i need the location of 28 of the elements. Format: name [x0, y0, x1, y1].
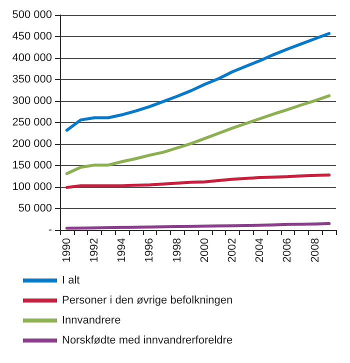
x-tick-label: 1994	[116, 238, 128, 262]
x-tick-label: 1998	[171, 238, 184, 262]
y-tick-label: 150 000	[12, 160, 52, 172]
x-tick-label: 2000	[198, 238, 211, 262]
line-series	[65, 173, 331, 189]
y-tick-label: 300 000	[12, 95, 52, 107]
y-tick-label: 50 000	[18, 202, 52, 214]
x-tick-label: 1992	[88, 238, 100, 262]
y-tick-label: 100 000	[12, 181, 52, 193]
line-series	[65, 32, 331, 132]
legend-label: Norskfødte med innvandrerforeldre	[62, 334, 233, 346]
y-tick-label: 250 000	[12, 116, 52, 128]
x-tick-label: 2008	[309, 238, 322, 262]
x-tick-label: 2006	[282, 238, 294, 262]
x-tick-label: 2002	[226, 238, 238, 262]
x-tick-label: 1990	[60, 238, 73, 262]
legend-label: I alt	[62, 274, 80, 286]
y-tick-label: -	[48, 224, 52, 236]
y-tick-label: 500 000	[12, 9, 52, 21]
y-tick-label: 200 000	[12, 138, 52, 150]
x-tick-label: 1996	[144, 238, 156, 262]
y-tick-label: 400 000	[12, 52, 52, 64]
legend-label: Personer i den øvrige befolkningen	[62, 294, 233, 306]
x-tick-label: 2004	[254, 238, 266, 262]
line-series	[65, 94, 331, 176]
legend-label: Innvandrere	[62, 314, 121, 326]
y-tick-label: 450 000	[12, 30, 52, 42]
y-tick-label: 350 000	[12, 74, 52, 86]
